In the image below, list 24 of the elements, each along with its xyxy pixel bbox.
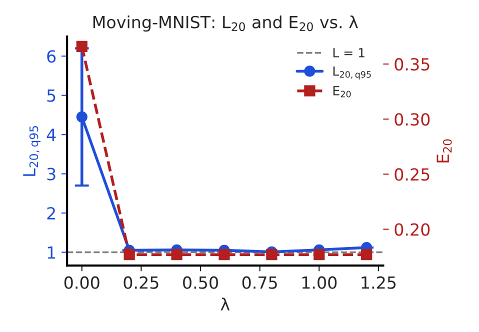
y-axis-title: L$_{20,q95}$ (23, 126, 40, 176)
legend-label: E$_{20}$ (333, 86, 351, 98)
y-tick-label: 3 (47, 168, 56, 180)
y2-tick-label: 0.35 (394, 58, 430, 71)
chart-title: Moving-MNIST: L$_{20}$ and E$_{20}$ vs. λ (93, 16, 358, 32)
y2-tick-label: 0.25 (394, 168, 430, 181)
x-tick-label: 0.75 (242, 276, 277, 289)
x-tick-label: 1.00 (302, 276, 337, 289)
y2-tick-label: 0.30 (394, 113, 430, 126)
legend-label: L$_{20,q95}$ (333, 66, 371, 80)
point (76, 111, 88, 122)
legend-label: L = 1 (333, 48, 364, 58)
y2-axis-title: E$_{20}$ (436, 139, 452, 162)
y-tick-label: 2 (47, 207, 55, 220)
x-tick-label: 0.50 (183, 276, 218, 289)
x-tick-label: 0.25 (124, 276, 158, 289)
y2-tick-label: 0.20 (394, 223, 430, 236)
x-tick-label: 0.00 (64, 276, 100, 289)
y-tick-label: 5 (47, 90, 56, 102)
x-tick-label: 1.25 (362, 276, 396, 289)
y-tick-label: 6 (47, 50, 56, 63)
x-axis-title: λ (220, 298, 230, 310)
y-tick-label: 1 (48, 246, 56, 259)
y-tick-label: 4 (46, 128, 56, 141)
